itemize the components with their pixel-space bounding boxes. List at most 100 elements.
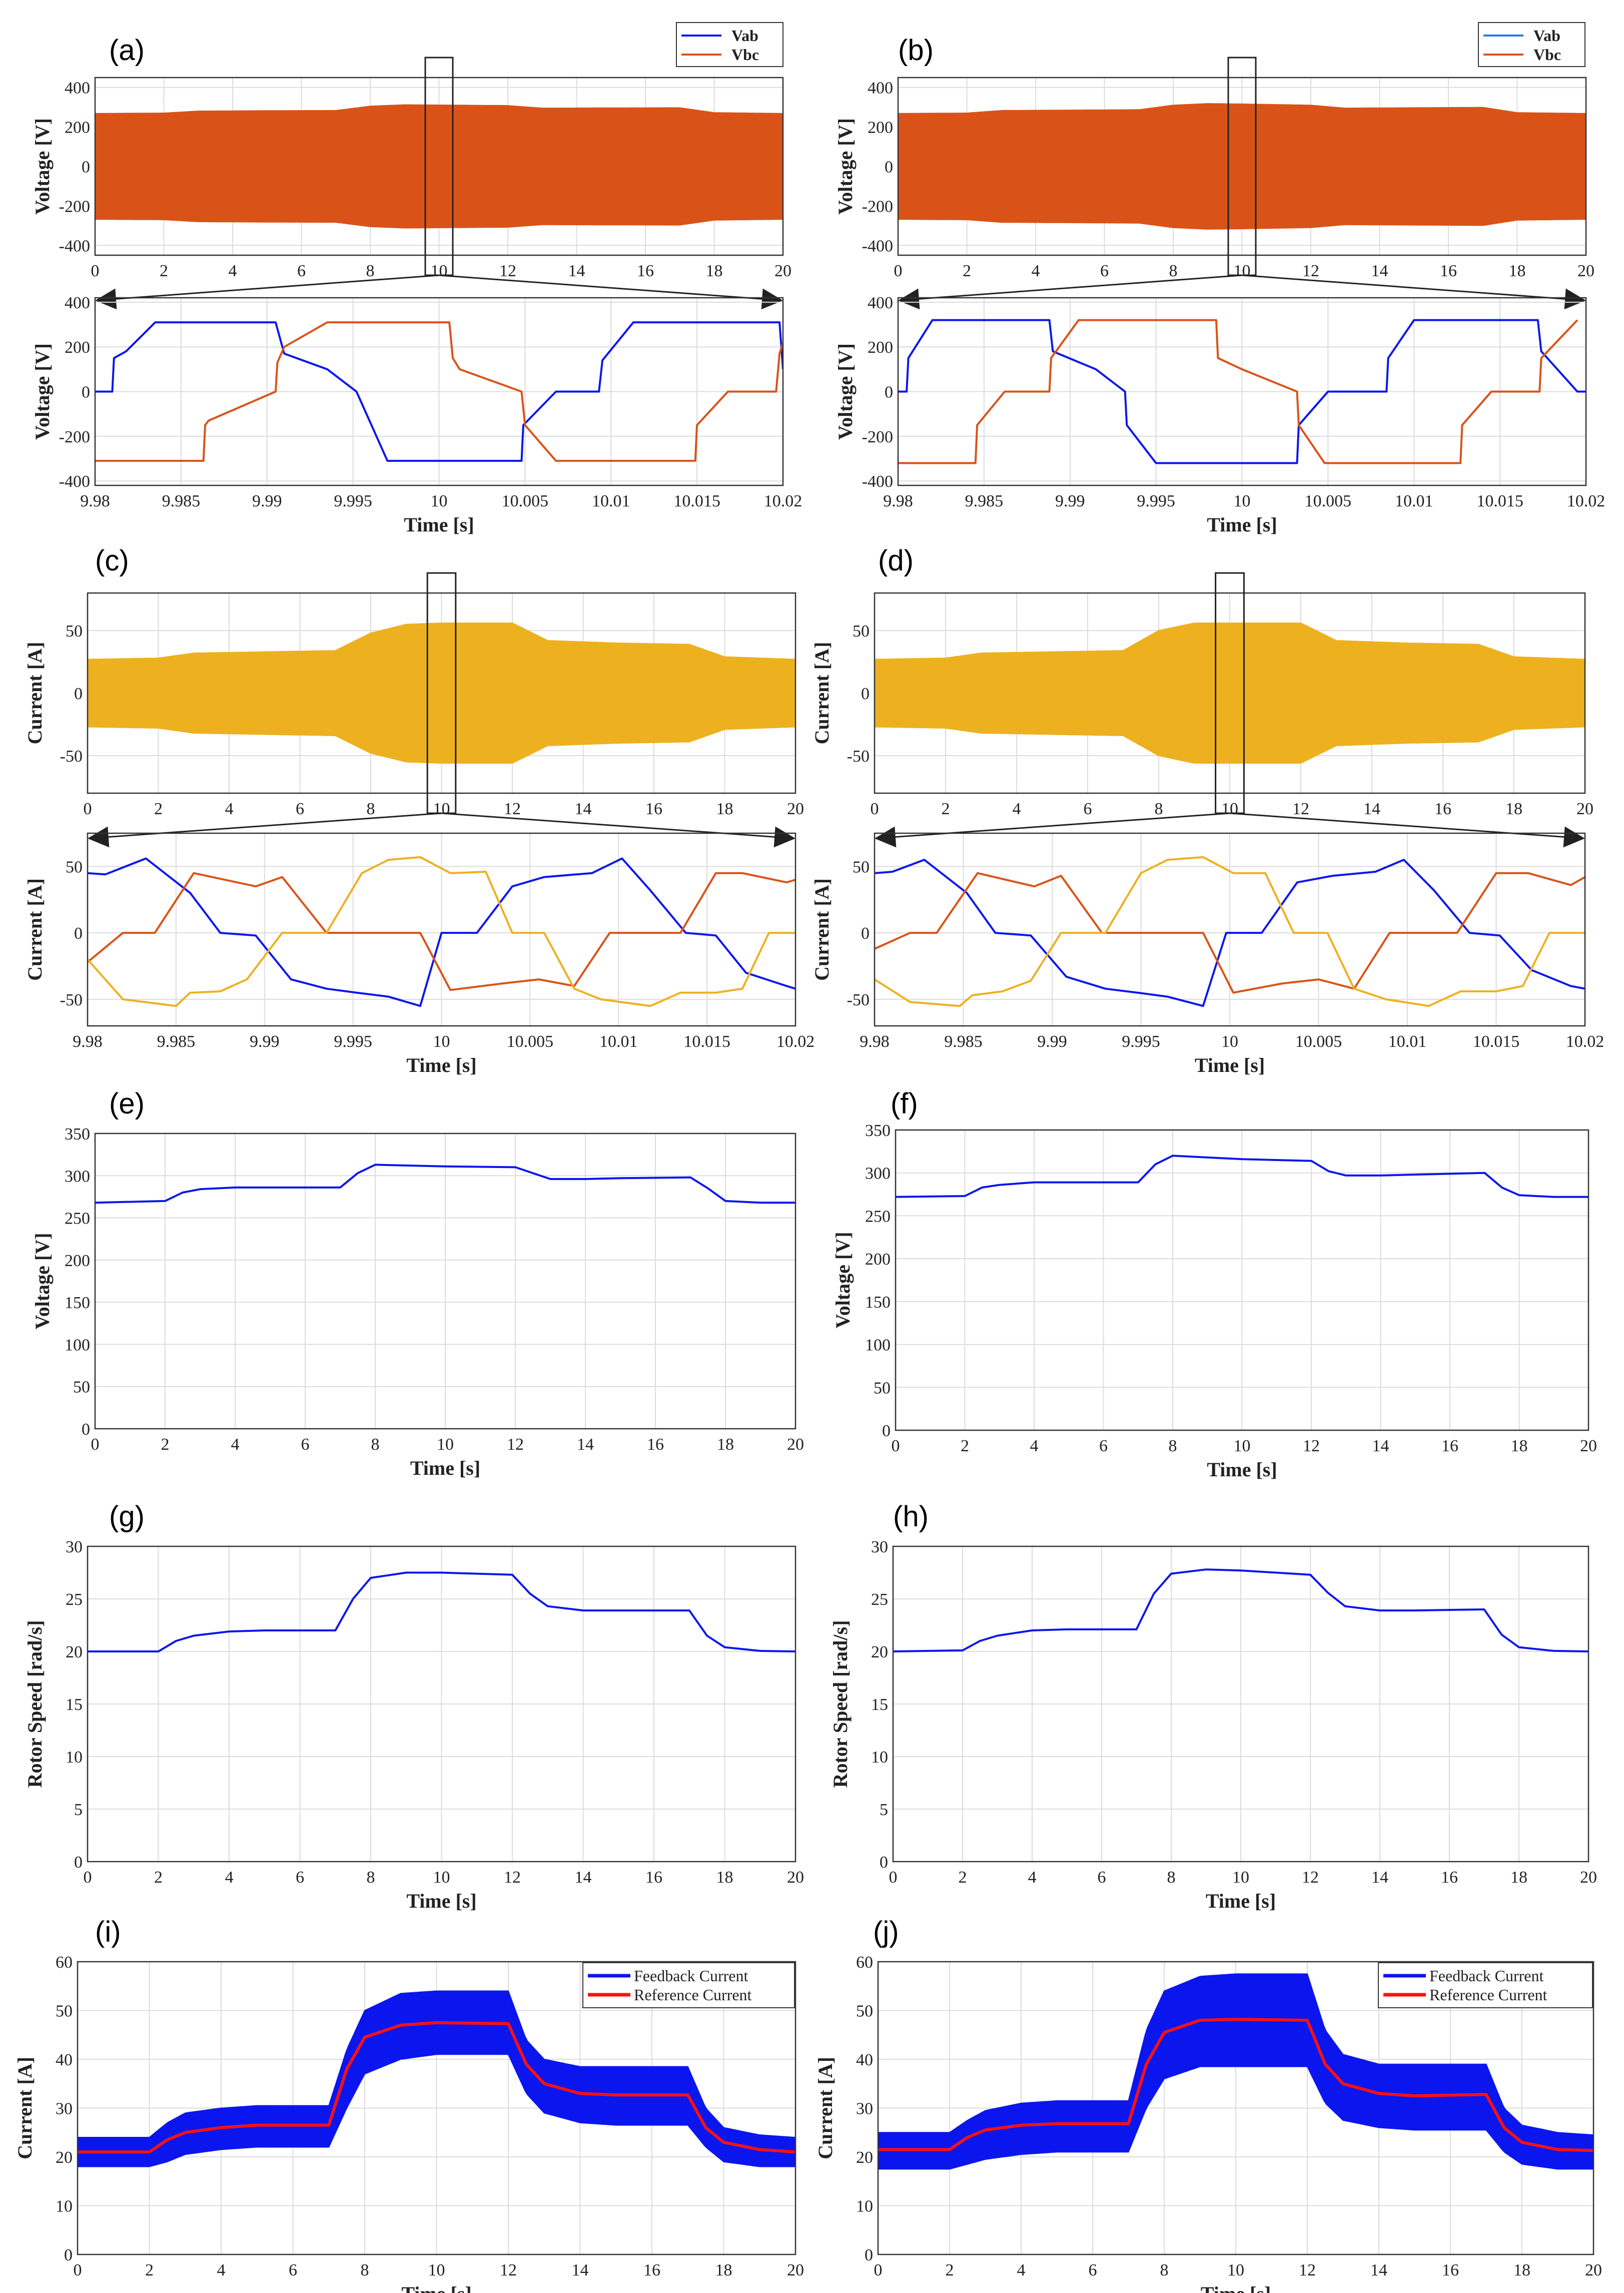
x-tick-label: 20 <box>1585 2261 1602 2279</box>
x-tick-label: 0 <box>91 1435 100 1454</box>
x-tick-label: 14 <box>575 800 592 818</box>
y-tick-label: 100 <box>865 1336 891 1355</box>
y-tick-label: 300 <box>865 1165 891 1183</box>
x-tick-label: 9.995 <box>334 1032 372 1051</box>
series-envelope <box>88 623 795 764</box>
x-tick-label: 9.985 <box>965 492 1004 510</box>
y-axis-label: Current [A] <box>24 642 46 745</box>
axes-frame <box>897 77 1587 256</box>
x-tick-label: 16 <box>645 800 662 818</box>
x-tick-label: 9.995 <box>1122 1032 1160 1051</box>
x-tick-label: 10 <box>1234 262 1251 280</box>
x-tick-label: 6 <box>301 1435 310 1454</box>
x-axis-label: Time [s] <box>406 1054 476 1076</box>
x-axis-label: Time [s] <box>1195 1054 1265 1076</box>
y-tick-label: 30 <box>56 2100 73 2118</box>
x-tick-label: 16 <box>1442 2261 1459 2279</box>
plot-area <box>88 623 795 764</box>
x-tick-label: 8 <box>371 1435 380 1454</box>
x-tick-label: 16 <box>637 262 654 280</box>
x-tick-label: 2 <box>160 262 168 280</box>
x-tick-label: 2 <box>946 2261 954 2279</box>
x-tick-label: 10.02 <box>764 492 802 510</box>
x-tick-label: 4 <box>229 262 237 280</box>
series-line <box>893 1568 1588 1652</box>
axes-frame <box>77 1961 796 2255</box>
x-tick-label: 9.99 <box>1037 1032 1067 1051</box>
x-tick-label: 10 <box>428 2261 445 2279</box>
series-line <box>95 321 783 462</box>
axes-frame <box>892 1545 1589 1863</box>
y-tick-label: 0 <box>885 158 893 177</box>
grid <box>87 833 796 1026</box>
zoom-arrow-left <box>95 274 439 310</box>
y-tick-label: 0 <box>885 383 893 402</box>
x-tick-label: 9.985 <box>157 1032 196 1051</box>
x-tick-label: 20 <box>1580 1868 1597 1887</box>
x-tick-label: 14 <box>568 262 585 280</box>
y-axis-label: Current [A] <box>810 878 833 981</box>
x-tick-label: 6 <box>297 262 306 280</box>
x-tick-label: 10.015 <box>673 492 720 510</box>
axes-frame <box>897 297 1587 486</box>
x-tick-label: 18 <box>1511 1437 1528 1455</box>
y-tick-label: -50 <box>60 991 83 1009</box>
x-tick-label: 6 <box>1100 262 1109 280</box>
x-tick-label: 14 <box>577 1435 594 1454</box>
y-tick-label: -200 <box>59 197 90 216</box>
panel-label: (b) <box>898 34 934 67</box>
chart-a1: 0 2 4 6 8 10 12 14 16 18 20 -400 -200 0 200 400 Voltage … <box>31 22 791 310</box>
x-tick-label: 0 <box>892 1437 900 1455</box>
legend-label: Vab <box>731 27 758 45</box>
tick-labels: 0 2 4 6 8 10 12 14 16 18 20 0 10 20 30 40 50 60 <box>856 1953 1602 2279</box>
chart-d2: 9.98 9.985 9.99 9.995 10 10.005 10.01 10.015 10.… <box>810 832 1604 1076</box>
plot-area <box>898 103 1586 230</box>
x-tick-label: 9.985 <box>944 1032 983 1051</box>
axes-frame <box>895 1129 1589 1431</box>
axes-frame <box>94 1132 796 1430</box>
x-tick-label: 18 <box>1505 800 1522 818</box>
x-tick-label: 10.015 <box>1476 492 1523 510</box>
x-tick-label: 0 <box>874 2261 883 2279</box>
x-tick-label: 10 <box>431 262 448 280</box>
tick-labels: 0 2 4 6 8 10 12 14 16 18 20 0 10 20 30 40 50 60 <box>56 1953 804 2279</box>
y-tick-label: 30 <box>66 1538 83 1556</box>
y-tick-label: 0 <box>64 2246 73 2264</box>
x-tick-label: 12 <box>504 1868 521 1887</box>
y-tick-label: 400 <box>868 79 893 98</box>
x-tick-label: 14 <box>1370 2261 1387 2279</box>
x-tick-label: 20 <box>787 2261 804 2279</box>
plot-area <box>898 319 1586 464</box>
zoom-arrow-right <box>441 812 795 848</box>
y-axis-label: Voltage [V] <box>31 343 54 440</box>
chart-b2: 9.98 9.985 9.99 9.995 10 10.005 10.01 10.015 10.… <box>834 294 1605 536</box>
x-tick-label: 18 <box>1509 262 1526 280</box>
y-tick-label: 300 <box>65 1167 90 1186</box>
y-tick-label: 50 <box>856 2002 873 2021</box>
y-tick-label: -400 <box>862 237 893 255</box>
x-tick-label: 10 <box>1221 800 1238 818</box>
y-tick-label: 10 <box>66 1748 83 1767</box>
x-tick-label: 9.99 <box>252 492 282 510</box>
series-line <box>88 1571 795 1652</box>
series-line <box>95 1164 795 1204</box>
y-tick-label: 0 <box>865 2246 873 2264</box>
y-tick-label: 30 <box>871 1538 888 1556</box>
x-tick-label: 9.985 <box>162 492 201 510</box>
zoom-arrow-left <box>88 812 442 848</box>
y-axis-label: Rotor Speed [rad/s] <box>24 1620 46 1788</box>
x-tick-label: 14 <box>572 2261 589 2279</box>
y-tick-label: -200 <box>862 428 893 446</box>
x-tick-label: 10.015 <box>683 1032 730 1051</box>
y-axis-label: Voltage [V] <box>31 118 54 215</box>
y-tick-label: 25 <box>871 1590 888 1609</box>
x-tick-label: 2 <box>961 1437 969 1455</box>
x-tick-label: 14 <box>1371 262 1388 280</box>
y-tick-label: -50 <box>847 747 870 766</box>
y-tick-label: 50 <box>73 1378 90 1397</box>
plot-area <box>78 1990 795 2167</box>
x-tick-label: 9.98 <box>80 492 110 510</box>
y-tick-label: 5 <box>880 1801 888 1819</box>
x-tick-label: 0 <box>91 262 100 280</box>
